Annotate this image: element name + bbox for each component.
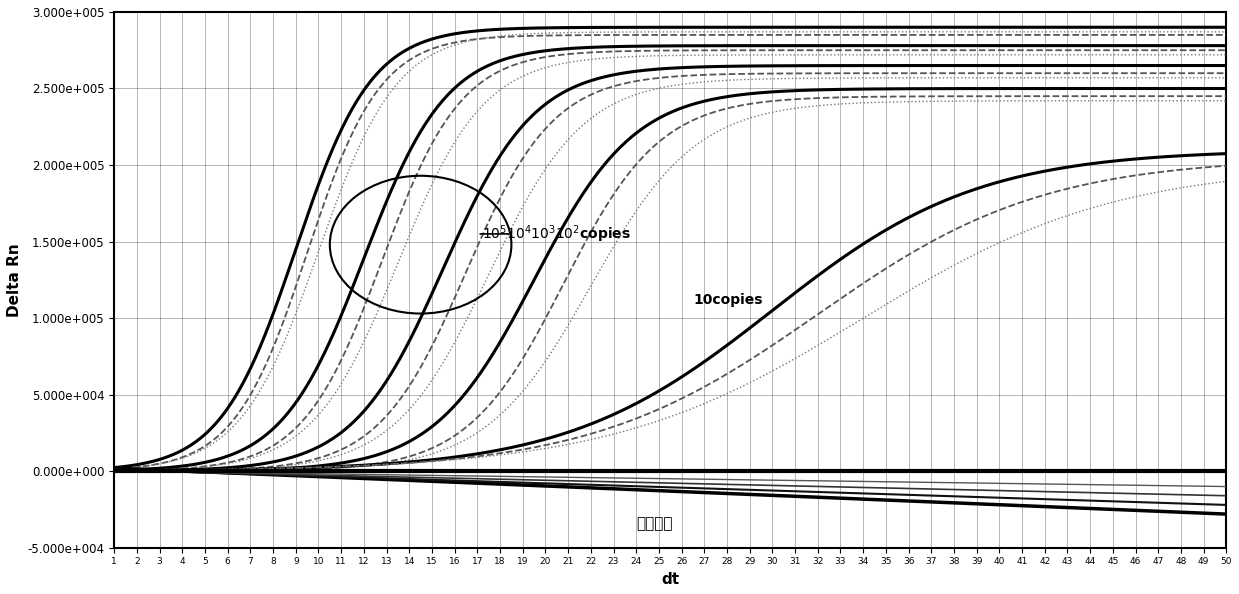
Text: 10copies: 10copies: [693, 293, 762, 307]
Text: $10^5$$10^4$$10^3$$10^2$copies: $10^5$$10^4$$10^3$$10^2$copies: [482, 223, 631, 245]
Y-axis label: Delta Rn: Delta Rn: [7, 243, 22, 317]
X-axis label: dt: dt: [662, 572, 679, 587]
Text: 阴性对照: 阴性对照: [636, 516, 673, 531]
